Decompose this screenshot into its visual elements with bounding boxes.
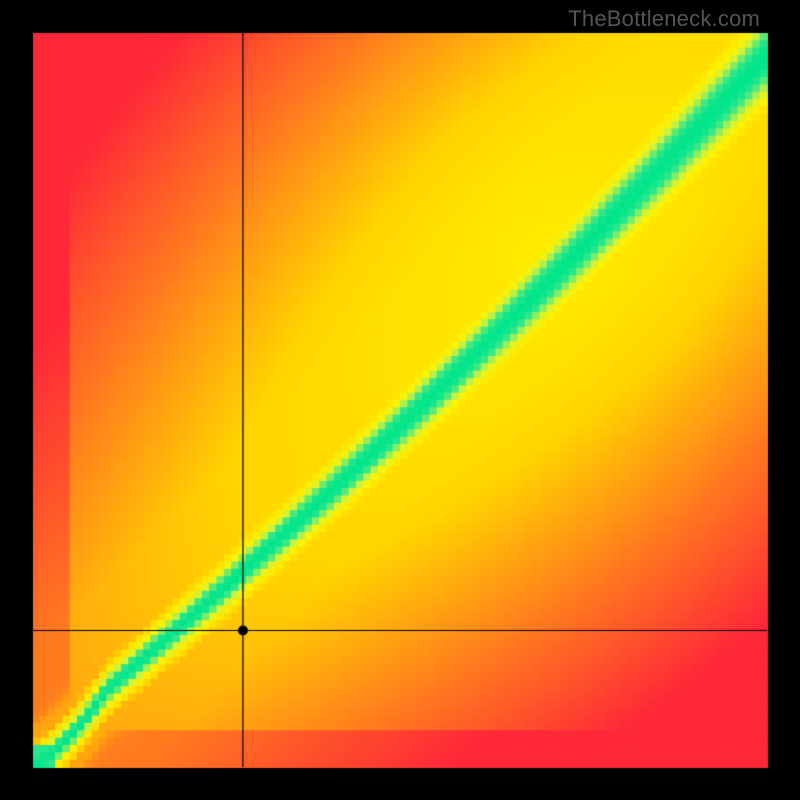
- chart-container: TheBottleneck.com: [0, 0, 800, 800]
- bottleneck-heatmap: [0, 0, 800, 800]
- attribution-text: TheBottleneck.com: [568, 6, 760, 32]
